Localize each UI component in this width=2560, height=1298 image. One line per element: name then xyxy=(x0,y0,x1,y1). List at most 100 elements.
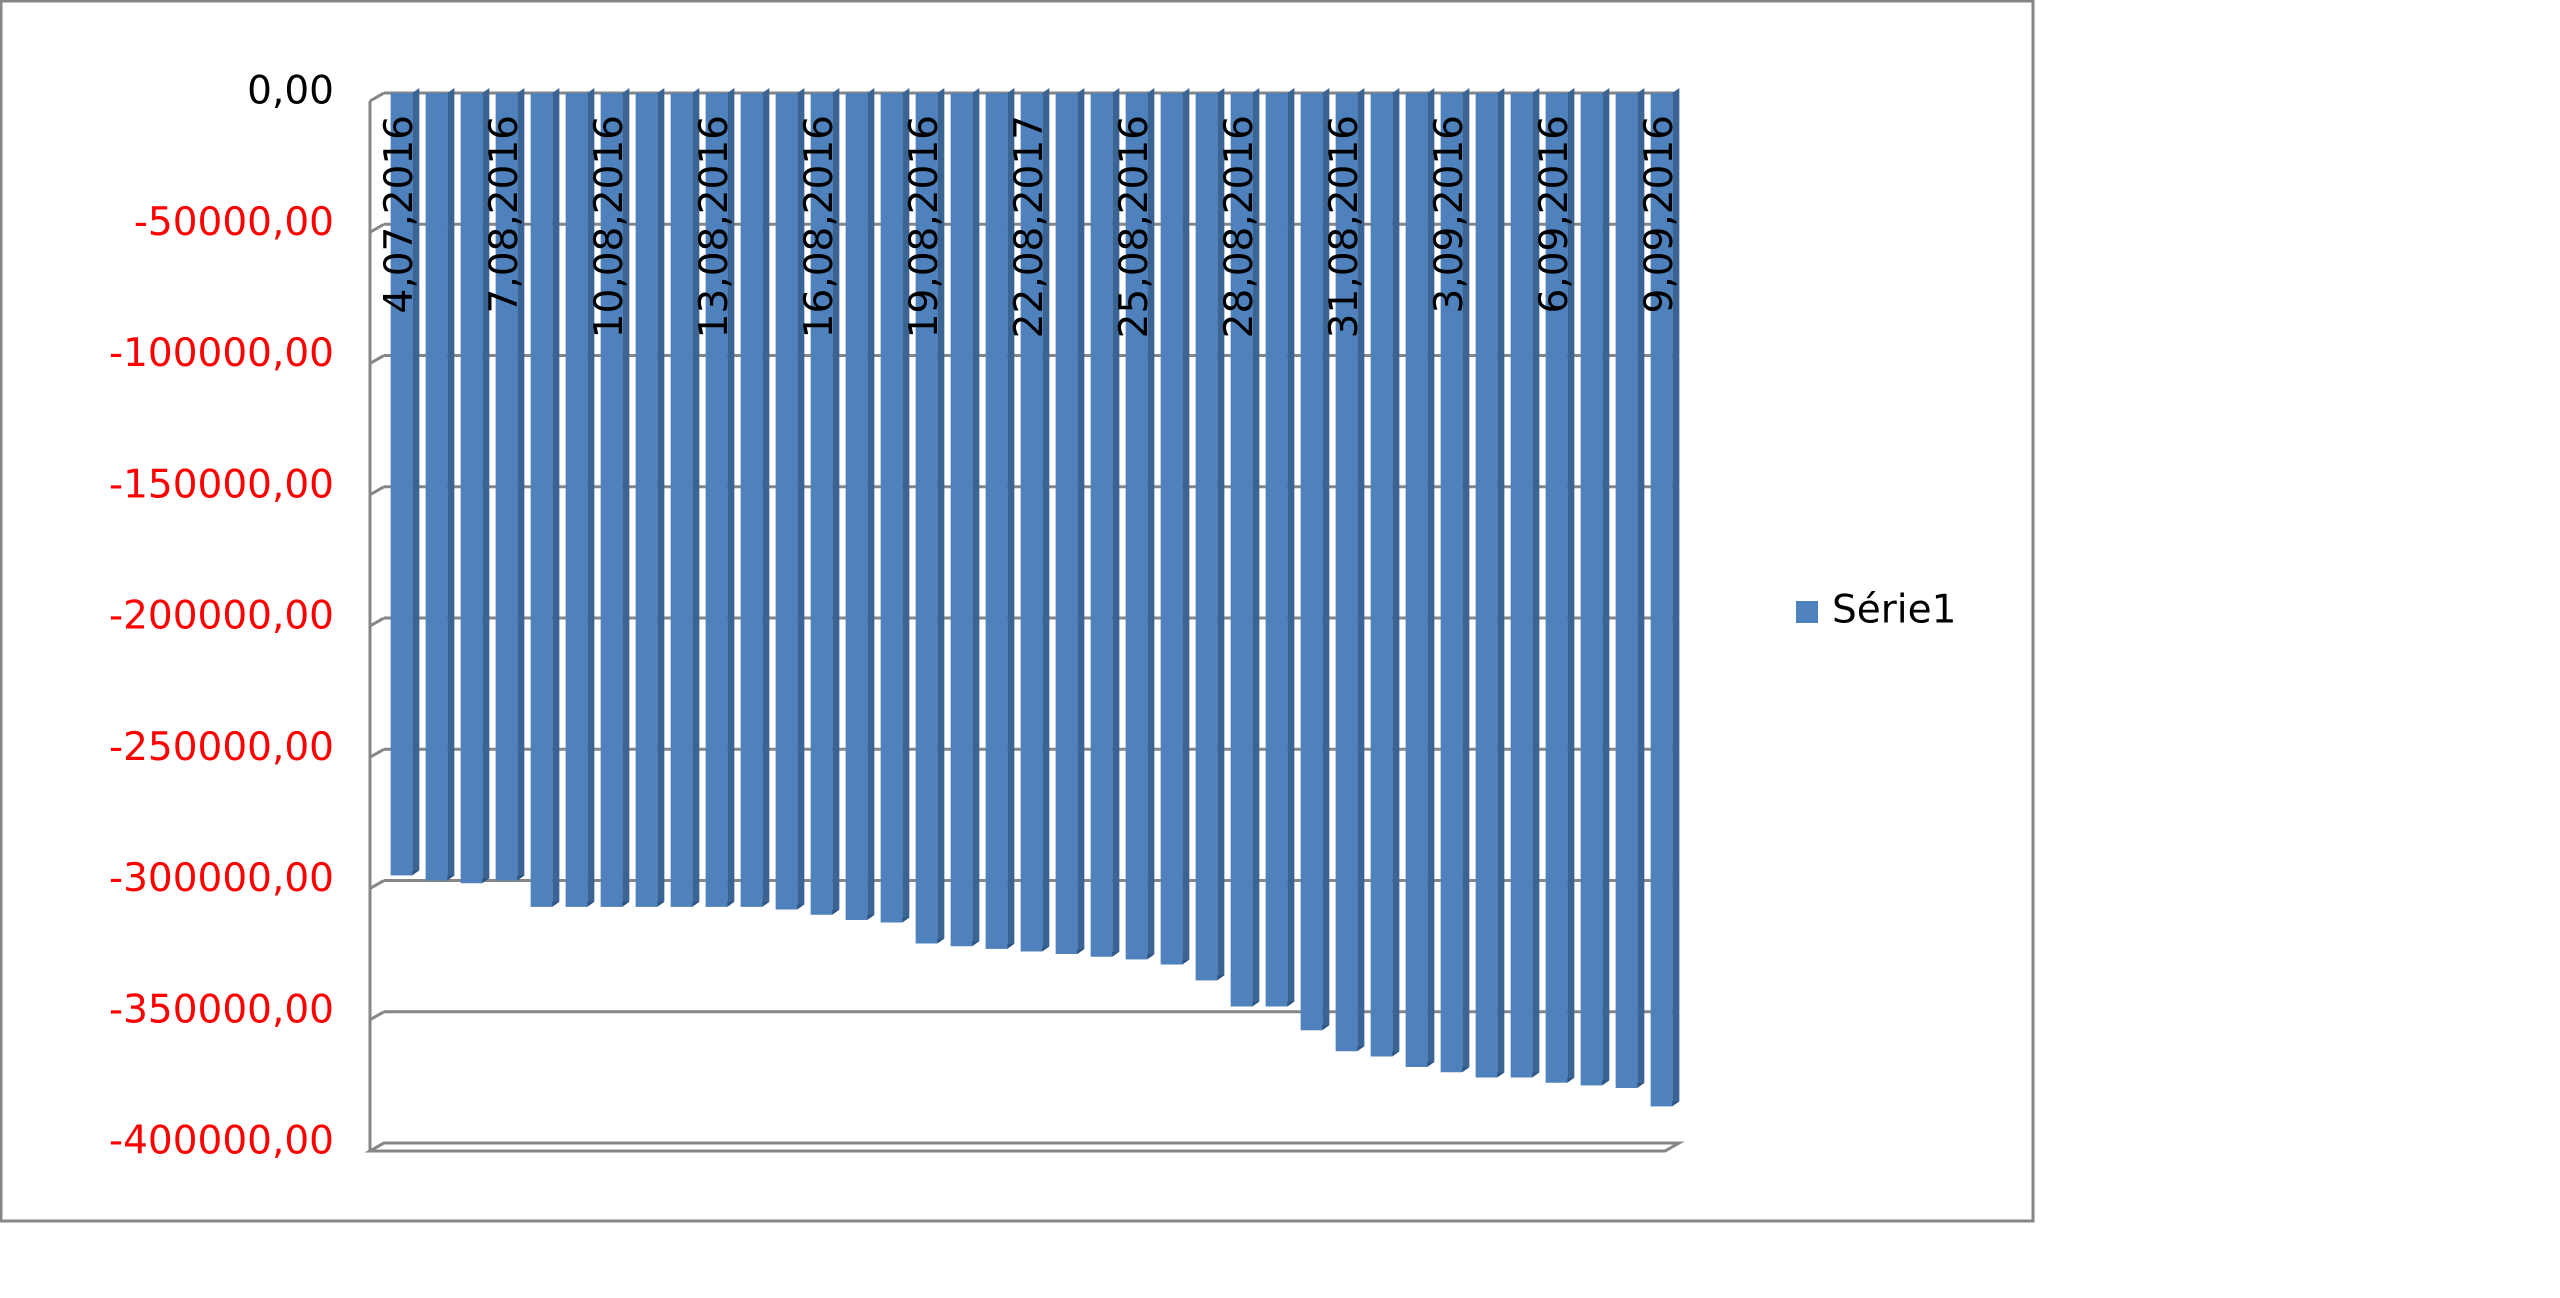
bar-side xyxy=(552,88,560,907)
x-tick-label: 3,09,2016 xyxy=(1427,115,1472,314)
bar-side xyxy=(1602,88,1610,1086)
grid-line-side xyxy=(369,222,385,234)
bar xyxy=(1265,93,1288,1007)
bar-side xyxy=(832,88,840,915)
bar xyxy=(530,93,553,907)
bar xyxy=(740,93,763,907)
x-tick-label: 9,09,2016 xyxy=(1637,115,1682,314)
x-tick-label: 16,08,2016 xyxy=(797,115,842,338)
bar xyxy=(1090,93,1113,957)
grid-line-side xyxy=(369,91,385,103)
y-tick-label: -350000,00 xyxy=(109,987,334,1032)
bar-side xyxy=(622,88,630,907)
y-tick-label: 0,00 xyxy=(247,69,334,114)
bar-side xyxy=(1077,88,1085,954)
bar-side xyxy=(937,88,945,944)
bar-side xyxy=(1112,88,1120,957)
y-tick-label: -400000,00 xyxy=(109,1119,334,1164)
bar-side xyxy=(1497,88,1505,1078)
bar-side xyxy=(447,88,455,881)
bar xyxy=(985,93,1008,949)
bar-side xyxy=(1567,88,1575,1083)
bar xyxy=(460,93,483,884)
bar-side xyxy=(1042,88,1050,952)
x-tick-label: 22,08,2017 xyxy=(1007,115,1052,338)
x-tick-label: 6,09,2016 xyxy=(1532,115,1577,314)
bar xyxy=(390,93,413,876)
x-tick-label: 28,08,2016 xyxy=(1217,115,1262,338)
bar xyxy=(1300,93,1323,1031)
x-tick-label: 13,08,2016 xyxy=(692,115,737,338)
grid-line-side xyxy=(369,1010,385,1022)
bar xyxy=(845,93,868,920)
bar-side xyxy=(482,88,490,884)
x-tick-label: 25,08,2016 xyxy=(1112,115,1157,338)
bar-side xyxy=(1392,88,1400,1057)
bar xyxy=(1510,93,1533,1078)
x-tick-label: 10,08,2016 xyxy=(587,115,632,338)
bar xyxy=(1440,93,1463,1073)
bar xyxy=(1125,93,1148,960)
x-tick-label: 19,08,2016 xyxy=(902,115,947,338)
y-tick-label: -250000,00 xyxy=(109,725,334,770)
bar xyxy=(880,93,903,923)
bar xyxy=(1650,93,1673,1107)
bar-side xyxy=(902,88,910,923)
bar xyxy=(1335,93,1358,1052)
bar xyxy=(600,93,623,907)
floor xyxy=(364,1141,1685,1153)
bar-side xyxy=(1357,88,1365,1052)
bar xyxy=(1195,93,1218,981)
bar xyxy=(1055,93,1078,954)
bar-side xyxy=(1007,88,1015,949)
bar xyxy=(1545,93,1568,1083)
bar xyxy=(1160,93,1183,965)
bar-side xyxy=(1252,88,1260,1007)
bar xyxy=(1230,93,1253,1007)
bar xyxy=(495,93,518,881)
bar xyxy=(915,93,938,944)
bar-side xyxy=(1532,88,1540,1078)
y-tick-label: -50000,00 xyxy=(134,200,334,245)
x-tick-label: 7,08,2016 xyxy=(482,115,527,314)
bar-side xyxy=(1672,88,1680,1107)
bar-side xyxy=(412,88,420,876)
y-tick-label: -150000,00 xyxy=(109,462,334,507)
bar xyxy=(705,93,728,907)
bar-side xyxy=(517,88,525,881)
bar-side xyxy=(1427,88,1435,1067)
bar xyxy=(635,93,658,907)
x-tick-label: 4,07,2016 xyxy=(377,115,422,314)
legend-label: Série1 xyxy=(1832,588,1956,633)
grid-line-side xyxy=(369,879,385,890)
bar xyxy=(1370,93,1393,1057)
bar-side xyxy=(1217,88,1225,981)
bar-side xyxy=(727,88,735,907)
bar xyxy=(775,93,798,910)
grid-line-side xyxy=(369,485,385,497)
y-tick-label: -100000,00 xyxy=(109,331,334,376)
bar-side xyxy=(1182,88,1190,965)
bar-side xyxy=(587,88,595,907)
grid-line-side xyxy=(369,354,385,365)
x-tick-label: 31,08,2016 xyxy=(1322,115,1367,338)
bar-side xyxy=(867,88,875,920)
y-tick-label: -300000,00 xyxy=(109,856,334,901)
bar xyxy=(1580,93,1603,1086)
bar xyxy=(670,93,693,907)
bar-side xyxy=(762,88,770,907)
bar xyxy=(565,93,588,907)
bar-side xyxy=(1287,88,1295,1007)
bar xyxy=(1475,93,1498,1078)
y-tick-label: -200000,00 xyxy=(109,594,334,639)
bar-side xyxy=(657,88,665,907)
grid-line-side xyxy=(369,616,385,628)
bar xyxy=(1615,93,1638,1088)
bar xyxy=(1020,93,1043,952)
bar xyxy=(425,93,448,881)
bar-side xyxy=(1322,88,1330,1031)
bar-side xyxy=(797,88,805,910)
chart-frame xyxy=(0,0,2035,1223)
